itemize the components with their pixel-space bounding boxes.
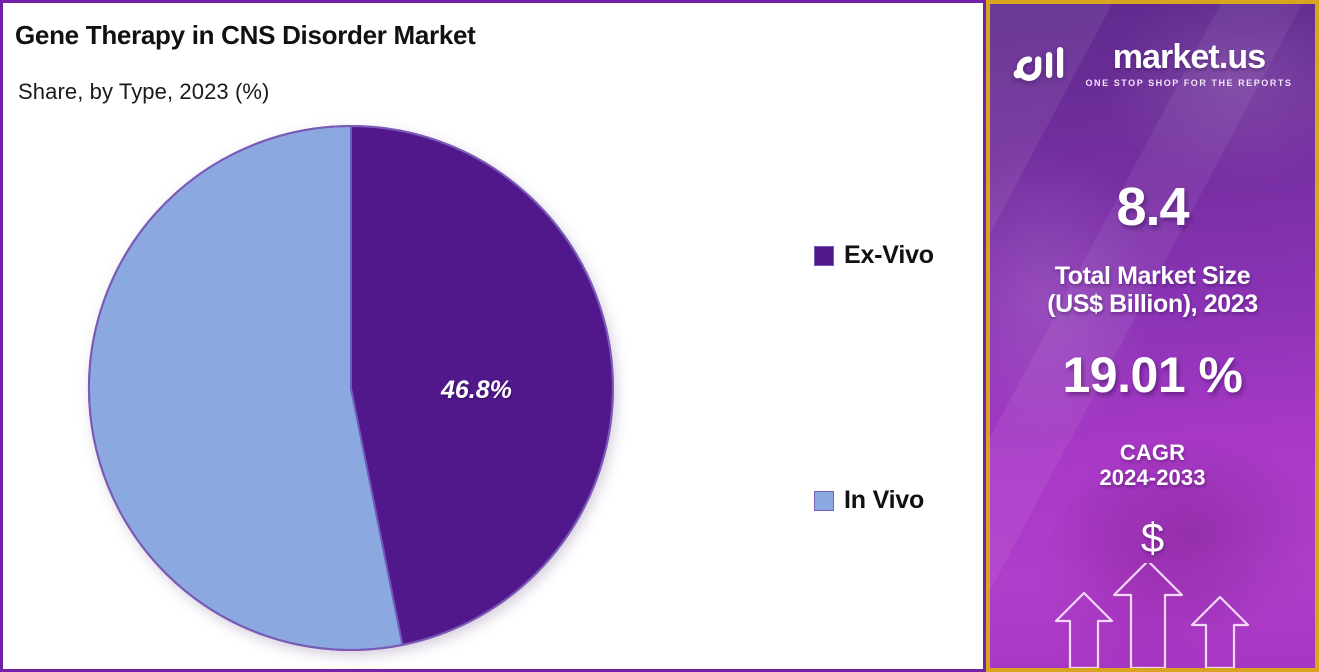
cagr-value: 19.01 % [1062,347,1243,403]
legend-label-in-vivo: In Vivo [844,486,925,514]
legend-label-ex-vivo: Ex-Vivo [844,241,934,269]
chart-panel: Gene Therapy in CNS Disorder Market Shar… [0,0,986,672]
page-title: Gene Therapy in CNS Disorder Market [15,20,476,50]
legend-swatch-icon-ex-vivo [814,245,834,266]
brand-logo[interactable]: market.us ONE STOP SHOP FOR THE REPORTS [990,40,1315,88]
pie-outline [88,125,614,651]
pie-chart-svg [87,124,614,651]
logo-tagline: ONE STOP SHOP FOR THE REPORTS [1085,78,1293,88]
pie-slice-label-ex-vivo: 46.8% [441,376,512,404]
info-panel: market.us ONE STOP SHOP FOR THE REPORTS … [986,0,1319,672]
cagr-caption-line2: 2024-2033 [1099,464,1206,490]
market-size-caption-line2: (US$ Billion), 2023 [1047,290,1258,318]
cagr-caption-line1: CAGR [1119,440,1186,465]
growth-arrows-icon [1054,563,1250,668]
market-size-caption-line1: Total Market Size [1054,262,1251,290]
cagr-caption: CAGR 2024-2033 [990,440,1315,490]
pie-chart: 46.8% [86,123,616,655]
legend-swatch-icon-in-vivo [814,490,834,511]
dollar-sign-icon: $ [1140,514,1165,561]
market-size-caption: Total Market Size (US$ Billion), 2023 [990,262,1315,318]
logo-wordmark: market.us [1112,38,1266,76]
legend-item-ex-vivo[interactable]: Ex-Vivo [814,241,934,270]
market-size-value: 8.4 [1116,177,1189,237]
logo-text-block: market.us ONE STOP SHOP FOR THE REPORTS [1086,40,1293,88]
chart-subtitle: Share, by Type, 2023 (%) [18,79,270,104]
legend-item-in-vivo[interactable]: In Vivo [814,486,924,515]
market-us-logo-icon [1013,47,1063,82]
